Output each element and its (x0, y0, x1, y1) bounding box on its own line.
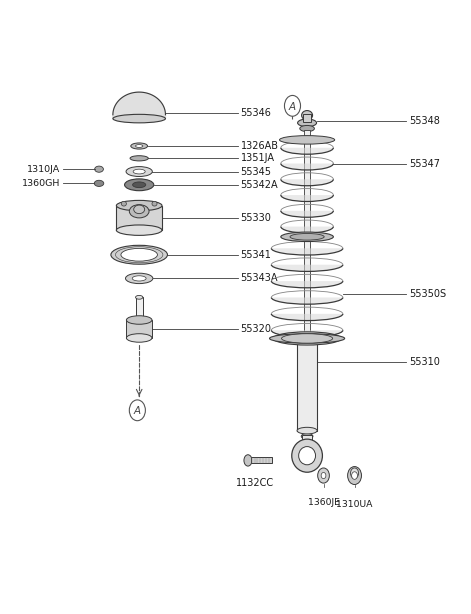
Polygon shape (281, 211, 333, 217)
Ellipse shape (131, 143, 147, 149)
Polygon shape (271, 297, 343, 304)
Ellipse shape (300, 125, 315, 131)
Text: 1132CC: 1132CC (236, 478, 274, 488)
Text: 55345: 55345 (241, 166, 272, 177)
Text: 1351JA: 1351JA (241, 154, 275, 163)
Text: 55341: 55341 (241, 250, 272, 260)
Ellipse shape (126, 316, 152, 324)
Ellipse shape (273, 332, 341, 345)
Ellipse shape (133, 182, 146, 188)
Ellipse shape (121, 249, 157, 261)
Polygon shape (281, 179, 333, 185)
Bar (302, 435, 312, 440)
Ellipse shape (317, 468, 329, 483)
Text: 55330: 55330 (241, 213, 272, 223)
Polygon shape (271, 265, 343, 271)
Ellipse shape (298, 119, 317, 126)
Circle shape (284, 95, 300, 116)
Ellipse shape (281, 232, 333, 241)
Bar (136, 297, 143, 319)
Ellipse shape (124, 179, 154, 191)
Text: 55350S: 55350S (409, 289, 447, 299)
Ellipse shape (132, 276, 146, 281)
Text: 55320: 55320 (241, 324, 272, 334)
Ellipse shape (292, 439, 323, 472)
Ellipse shape (294, 333, 320, 341)
Ellipse shape (301, 433, 313, 439)
Polygon shape (271, 330, 343, 337)
Text: 55342A: 55342A (241, 180, 278, 190)
Polygon shape (271, 281, 343, 288)
Polygon shape (271, 314, 343, 321)
Ellipse shape (301, 111, 313, 120)
Circle shape (130, 400, 146, 421)
Ellipse shape (136, 295, 143, 299)
Ellipse shape (111, 246, 168, 264)
Text: 55310: 55310 (409, 357, 440, 367)
Bar (126, 320, 152, 338)
Ellipse shape (282, 333, 333, 343)
Text: 1360GH: 1360GH (22, 179, 60, 188)
Ellipse shape (350, 468, 358, 478)
Ellipse shape (134, 205, 145, 214)
Polygon shape (281, 148, 333, 154)
Polygon shape (281, 227, 333, 233)
Ellipse shape (290, 233, 324, 240)
Ellipse shape (297, 336, 317, 343)
Text: 55346: 55346 (241, 108, 272, 118)
Text: 1360JE: 1360JE (308, 498, 340, 507)
Polygon shape (281, 195, 333, 201)
Text: 1310UA: 1310UA (336, 500, 373, 509)
Ellipse shape (321, 472, 326, 479)
Text: 55343A: 55343A (241, 273, 278, 284)
Bar (304, 130, 310, 367)
Ellipse shape (122, 201, 126, 206)
Ellipse shape (113, 114, 165, 123)
Ellipse shape (116, 200, 162, 211)
Bar (251, 457, 272, 463)
Text: $\mathregular{A}$: $\mathregular{A}$ (133, 404, 142, 416)
Ellipse shape (136, 144, 143, 147)
Ellipse shape (244, 455, 252, 466)
Ellipse shape (133, 169, 145, 174)
Ellipse shape (126, 166, 152, 176)
Ellipse shape (130, 204, 149, 218)
Ellipse shape (352, 472, 357, 480)
Ellipse shape (348, 467, 361, 484)
Polygon shape (113, 92, 165, 119)
Ellipse shape (125, 273, 153, 284)
Polygon shape (281, 163, 333, 170)
Text: 1326AB: 1326AB (241, 141, 279, 151)
Text: 55347: 55347 (409, 158, 440, 168)
Ellipse shape (116, 225, 162, 235)
Bar (303, 114, 311, 122)
Ellipse shape (269, 333, 345, 343)
Text: 55348: 55348 (409, 116, 440, 126)
Bar (116, 206, 162, 230)
Ellipse shape (95, 166, 104, 173)
Ellipse shape (279, 136, 335, 144)
Ellipse shape (297, 427, 317, 434)
Bar (297, 340, 317, 430)
Text: $\mathregular{A}$: $\mathregular{A}$ (288, 100, 297, 112)
Ellipse shape (126, 334, 152, 342)
Polygon shape (271, 248, 343, 255)
Ellipse shape (152, 201, 157, 206)
Ellipse shape (130, 156, 148, 161)
Text: 1310JA: 1310JA (27, 165, 60, 174)
Ellipse shape (94, 181, 104, 187)
Ellipse shape (299, 446, 316, 465)
